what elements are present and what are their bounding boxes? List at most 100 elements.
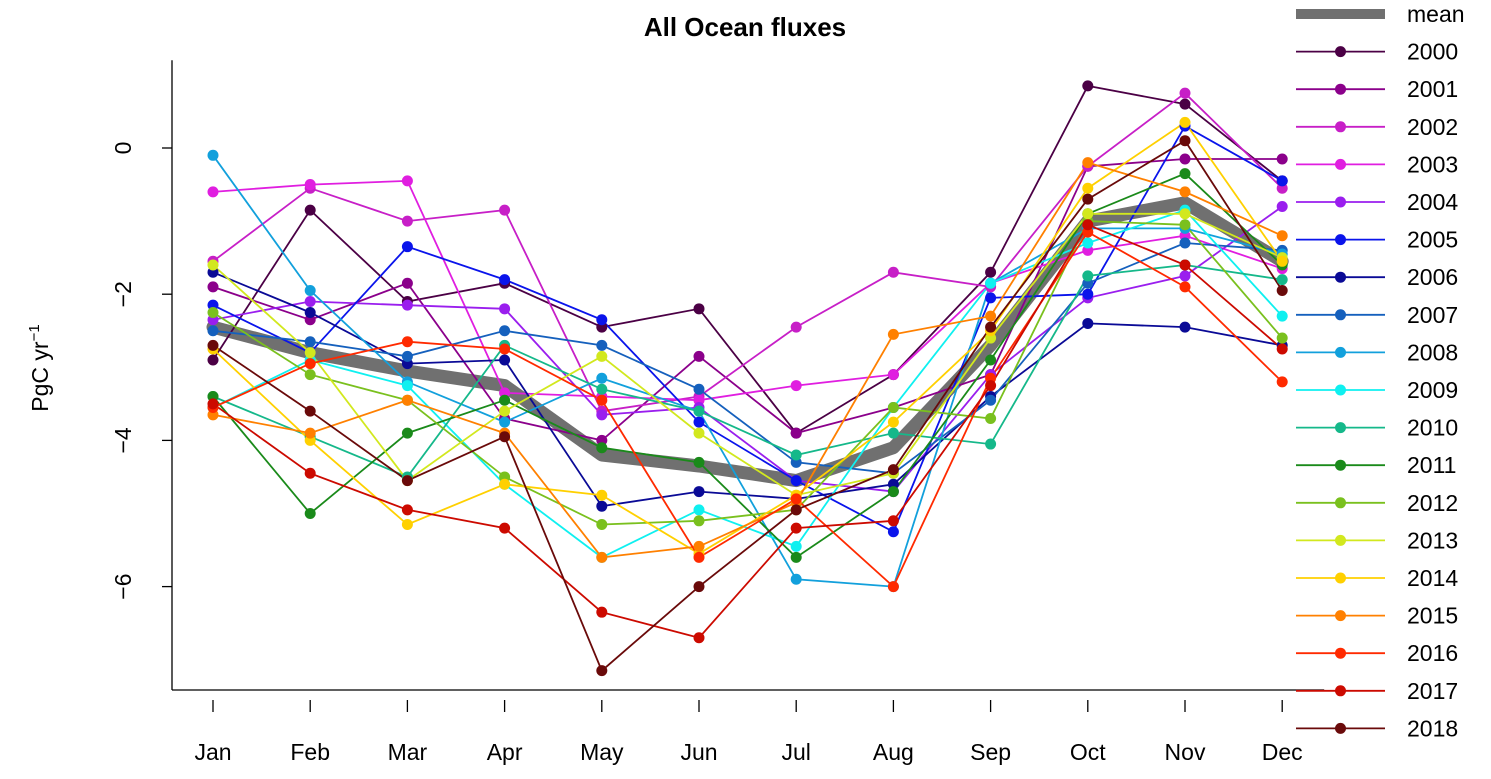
legend-swatch-marker (1335, 497, 1346, 509)
data-point-2016-Jun (693, 551, 705, 563)
y-tick-label: 0 (110, 142, 136, 155)
series-2013 (212, 212, 1283, 497)
series-line-2015 (212, 161, 1283, 559)
x-tick-label: Mar (388, 739, 428, 765)
legend-swatch-marker (1335, 534, 1346, 546)
legend-item-2003: 2003 (1296, 151, 1458, 177)
data-point-2013-May (596, 350, 608, 362)
series-2010 (212, 264, 1283, 479)
series-line-2002 (212, 92, 1283, 413)
data-point-2001-Mar (401, 277, 413, 289)
series-line-2008 (212, 154, 1283, 588)
series-points-2018 (207, 135, 1288, 677)
legend-label: 2011 (1407, 452, 1456, 478)
data-point-2016-Mar (401, 336, 413, 348)
series-2012 (212, 220, 1283, 526)
legend-item-2007: 2007 (1296, 302, 1458, 328)
data-point-2008-Jul (790, 573, 802, 585)
series-2015 (212, 161, 1283, 559)
data-point-2018-Jan (207, 339, 219, 351)
legend-item-mean: mean (1296, 1, 1465, 27)
data-point-2016-Dec (1276, 376, 1288, 388)
data-point-2009-Dec (1276, 310, 1288, 322)
legend-swatch-marker (1335, 46, 1346, 58)
legend-item-2018: 2018 (1296, 715, 1458, 741)
data-point-2006-Oct (1082, 317, 1094, 329)
y-axis-label: PgC yr−1 (26, 324, 53, 411)
x-axis: Jan Feb Mar Apr May Jun Jul Aug Sep Oct Nov Dec (172, 689, 1325, 765)
legend-item-2015: 2015 (1296, 603, 1458, 629)
data-point-2000-Jan (207, 354, 219, 366)
legend-item-2016: 2016 (1296, 640, 1458, 666)
y-axis: 0 −2 −4 −6 (110, 60, 173, 690)
series-2005 (212, 124, 1283, 534)
data-point-2017-Jul (790, 522, 802, 534)
series-line-2014 (212, 121, 1283, 555)
y-axis-label-text: PgC yr (27, 341, 53, 412)
data-point-2013-Feb (304, 347, 316, 359)
legend-label: 2002 (1407, 114, 1458, 140)
data-point-2010-Oct (1082, 270, 1094, 282)
data-point-2018-Nov (1179, 135, 1191, 147)
data-point-2000-Nov (1179, 98, 1191, 110)
data-point-2010-Aug (887, 427, 899, 439)
legend-swatch-marker (1335, 158, 1346, 170)
data-point-2014-Mar (401, 518, 413, 530)
legend-swatch-marker (1335, 647, 1346, 659)
x-tick-label: Dec (1262, 739, 1303, 765)
legend-item-2009: 2009 (1296, 377, 1458, 403)
data-point-2007-Sep (985, 394, 997, 406)
legend-swatch-marker (1335, 610, 1346, 622)
legend-item-2017: 2017 (1296, 678, 1458, 704)
series-points-2015 (207, 157, 1288, 563)
legend-label: 2000 (1407, 39, 1458, 65)
data-point-2005-Oct (1082, 288, 1094, 300)
data-point-2017-Apr (499, 522, 511, 534)
legend-label: 2008 (1407, 339, 1458, 365)
series-2004 (212, 205, 1283, 493)
data-point-2018-Oct (1082, 193, 1094, 205)
legend-label: 2013 (1407, 527, 1458, 553)
data-point-2005-Dec (1276, 175, 1288, 187)
data-point-2005-Jun (693, 416, 705, 428)
series-line-2003 (212, 179, 1283, 402)
data-point-2017-Dec (1276, 343, 1288, 355)
data-point-2004-Mar (401, 299, 413, 311)
x-tick-label: Jun (680, 739, 717, 765)
legend-swatch-marker (1335, 271, 1346, 283)
data-point-2016-Feb (304, 358, 316, 370)
data-point-2007-Mar (401, 350, 413, 362)
series-line-2001 (212, 158, 1283, 442)
legend: mean 2000 2001 2002 2003 2004 2005 2006 2007 2008… (1296, 1, 1465, 741)
data-point-2018-May (596, 665, 608, 677)
x-tick-label: Oct (1070, 739, 1106, 765)
data-point-2009-Oct (1082, 237, 1094, 249)
data-point-2012-Dec (1276, 332, 1288, 344)
data-point-2004-Feb (304, 296, 316, 308)
legend-swatch-marker (1335, 722, 1346, 734)
data-point-2005-Aug (887, 526, 899, 538)
data-point-2011-Apr (499, 394, 511, 406)
data-point-2004-Apr (499, 303, 511, 315)
data-point-2011-Jun (693, 456, 705, 468)
series-2008 (212, 154, 1283, 588)
x-tick-label: Nov (1165, 739, 1206, 765)
data-point-2012-Feb (304, 369, 316, 381)
chart-title: All Ocean fluxes (644, 12, 846, 42)
data-point-2010-Jun (693, 405, 705, 417)
legend-label: 2001 (1407, 76, 1458, 102)
data-point-2011-Sep (985, 354, 997, 366)
series-2016 (212, 230, 1283, 589)
legend-label: 2009 (1407, 377, 1458, 403)
series-2007 (212, 242, 1283, 475)
data-point-2012-Jan (207, 306, 219, 318)
data-point-2012-May (596, 518, 608, 530)
legend-label: 2012 (1407, 490, 1458, 516)
data-point-2013-Nov (1179, 208, 1191, 220)
series-2018 (212, 139, 1283, 673)
data-point-2018-Mar (401, 475, 413, 487)
data-point-2001-Jun (693, 350, 705, 362)
series-points-2013 (207, 208, 1288, 501)
legend-swatch-marker (1335, 384, 1346, 396)
data-point-2015-Sep (985, 310, 997, 322)
